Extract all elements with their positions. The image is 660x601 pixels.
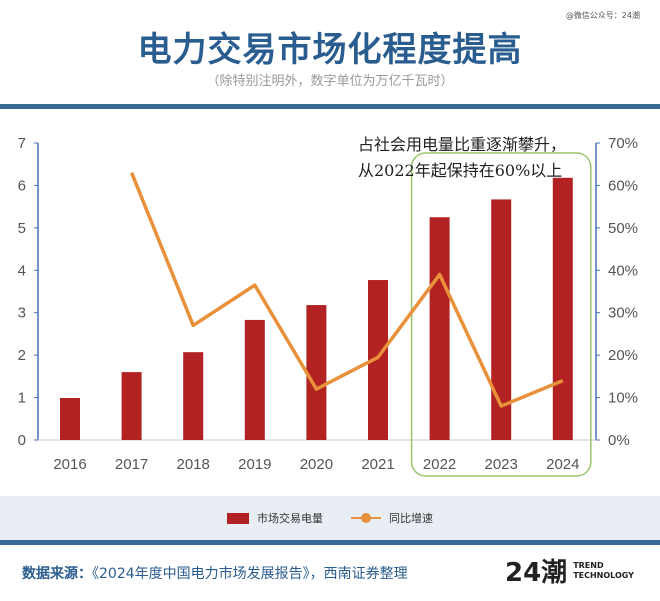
bar bbox=[121, 372, 142, 440]
page-title: 电力交易市场化程度提高 bbox=[137, 30, 523, 70]
logo-text-1: TREND bbox=[573, 560, 604, 570]
y-tick-label-right: 70% bbox=[608, 135, 638, 152]
y-tick-label-right: 30% bbox=[608, 305, 638, 322]
divider-bottom bbox=[0, 540, 660, 545]
y-tick-label-right: 40% bbox=[608, 262, 638, 279]
chart-annotation: 占社会用电量比重逐渐攀升， 从2022年起保持在60%以上 bbox=[358, 132, 566, 184]
y-tick-label-left: 2 bbox=[18, 347, 26, 364]
annotation-line-1: 占社会用电量比重逐渐攀升， bbox=[358, 135, 567, 154]
x-tick-label: 2024 bbox=[546, 456, 579, 473]
logo-text-2: TECHNOLOGY bbox=[573, 570, 634, 580]
bar bbox=[552, 177, 573, 440]
y-tick-label-right: 0% bbox=[608, 432, 630, 449]
legend: 市场交易电量 同比增速 bbox=[0, 496, 660, 540]
bar bbox=[60, 397, 80, 440]
source-note: 数据来源：《2024年度中国电力市场发展报告》，西南证券整理 bbox=[22, 563, 408, 583]
legend-item-bar: 市场交易电量 bbox=[227, 510, 323, 526]
y-tick-label-left: 7 bbox=[18, 135, 26, 152]
growth-line bbox=[129, 172, 564, 408]
logo: 24潮 TREND TECHNOLOGY bbox=[505, 552, 634, 589]
x-tick-label: 2021 bbox=[361, 456, 394, 473]
y-tick-label-left: 0 bbox=[18, 432, 26, 449]
y-tick-label-left: 4 bbox=[18, 262, 26, 279]
x-tick-label: 2018 bbox=[177, 456, 210, 473]
bar bbox=[306, 305, 327, 440]
bar-swatch bbox=[227, 512, 249, 524]
x-tick-label: 2023 bbox=[485, 456, 518, 473]
x-tick-label: 2022 bbox=[423, 456, 456, 473]
legend-item-line: 同比增速 bbox=[351, 510, 433, 526]
annotation-line-2: 从2022年起保持在60%以上 bbox=[358, 161, 563, 180]
line-swatch bbox=[351, 512, 381, 524]
y-tick-label-left: 3 bbox=[18, 305, 26, 322]
y-tick-label-left: 6 bbox=[18, 177, 26, 194]
x-tick-label: 2019 bbox=[238, 456, 271, 473]
divider-top bbox=[0, 104, 660, 109]
y-tick-label-right: 10% bbox=[608, 390, 638, 407]
legend-label: 市场交易电量 bbox=[257, 512, 323, 525]
y-tick-label-left: 5 bbox=[18, 220, 26, 237]
y-tick-label-right: 20% bbox=[608, 347, 638, 364]
logo-mark: 24潮 bbox=[505, 558, 568, 588]
x-tick-label: 2016 bbox=[53, 456, 86, 473]
y-tick-label-right: 60% bbox=[608, 177, 638, 194]
watermark: @微信公众号：24潮 bbox=[565, 11, 640, 20]
source-label: 数据来源： bbox=[22, 566, 92, 582]
y-tick-label-right: 50% bbox=[608, 220, 638, 237]
y-tick-label-left: 1 bbox=[18, 390, 26, 407]
x-tick-label: 2017 bbox=[115, 456, 148, 473]
bar bbox=[368, 280, 388, 440]
source-text: 《2024年度中国电力市场发展报告》，西南证券整理 bbox=[92, 566, 408, 582]
bar bbox=[491, 199, 512, 440]
bar bbox=[429, 217, 450, 440]
bar bbox=[183, 352, 204, 440]
bar bbox=[244, 319, 265, 440]
x-tick-label: 2020 bbox=[300, 456, 333, 473]
legend-label: 同比增速 bbox=[389, 512, 433, 525]
page-subtitle: （除特别注明外，数字单位为万亿千瓦时） bbox=[206, 74, 454, 89]
